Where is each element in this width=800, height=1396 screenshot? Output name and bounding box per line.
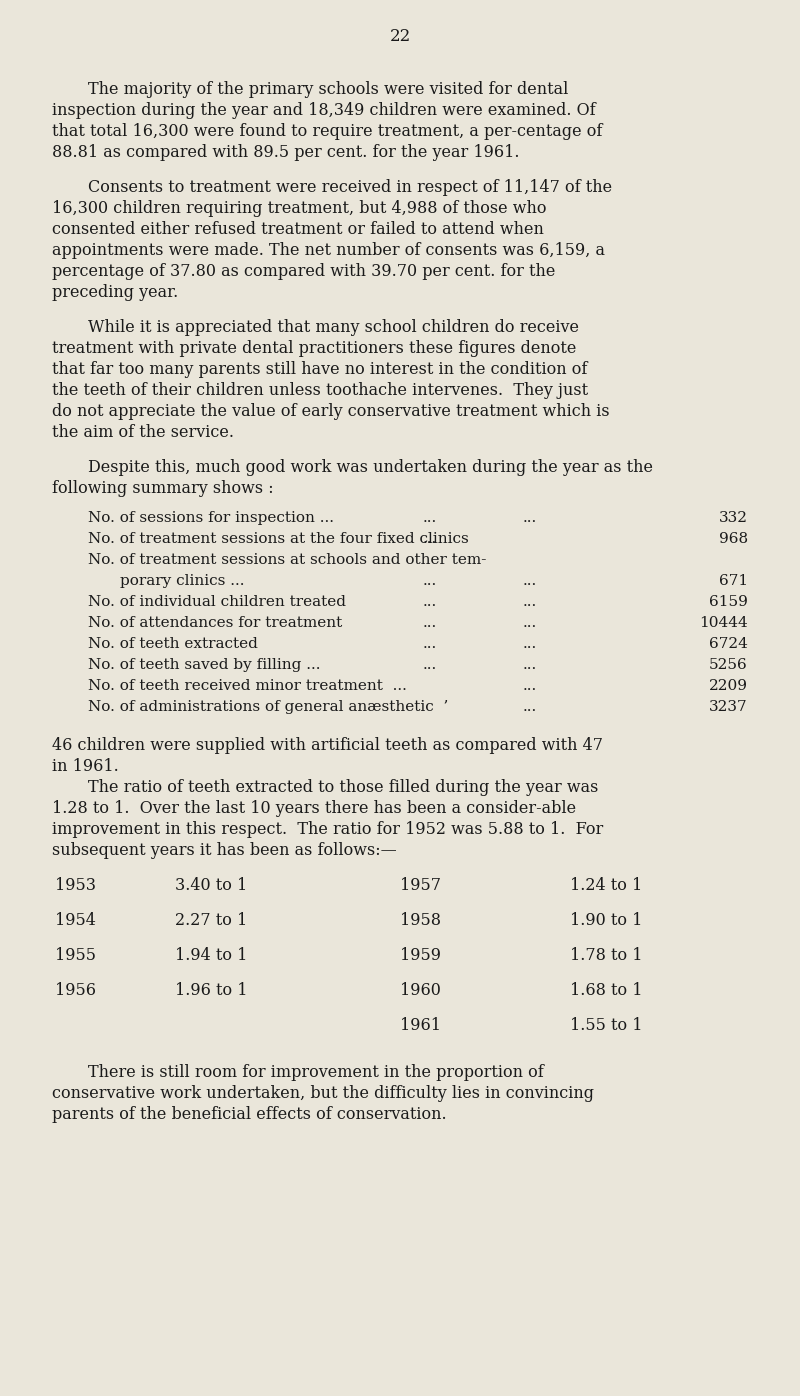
Text: 6159: 6159 — [709, 595, 748, 609]
Text: No. of attendances for treatment: No. of attendances for treatment — [88, 616, 342, 630]
Text: treatment with private dental practitioners these figures denote: treatment with private dental practition… — [52, 341, 576, 357]
Text: 88.81 as compared with 89.5 per cent. for the year 1961.: 88.81 as compared with 89.5 per cent. fo… — [52, 144, 519, 161]
Text: 332: 332 — [719, 511, 748, 525]
Text: 46 children were supplied with artificial teeth as compared with 47: 46 children were supplied with artificia… — [52, 737, 603, 754]
Text: the aim of the service.: the aim of the service. — [52, 424, 234, 441]
Text: 3.40 to 1: 3.40 to 1 — [175, 877, 247, 893]
Text: appointments were made. The net number of consents was 6,159, a: appointments were made. The net number o… — [52, 242, 605, 260]
Text: 1.94 to 1: 1.94 to 1 — [175, 946, 247, 965]
Text: 1.68 to 1: 1.68 to 1 — [570, 981, 642, 1000]
Text: ...: ... — [423, 595, 437, 609]
Text: No. of teeth received minor treatment  ...: No. of teeth received minor treatment ..… — [88, 678, 407, 692]
Text: ...: ... — [523, 511, 537, 525]
Text: 5256: 5256 — [710, 658, 748, 671]
Text: the teeth of their children unless toothache intervenes.  They just: the teeth of their children unless tooth… — [52, 383, 588, 399]
Text: While it is appreciated that many school children do receive: While it is appreciated that many school… — [88, 320, 579, 336]
Text: 1955: 1955 — [55, 946, 96, 965]
Text: following summary shows :: following summary shows : — [52, 480, 274, 497]
Text: 1953: 1953 — [55, 877, 96, 893]
Text: ...: ... — [523, 699, 537, 713]
Text: ...: ... — [423, 637, 437, 651]
Text: 968: 968 — [719, 532, 748, 546]
Text: ...: ... — [423, 574, 437, 588]
Text: subsequent years it has been as follows:—: subsequent years it has been as follows:… — [52, 842, 397, 859]
Text: No. of teeth saved by filling ...: No. of teeth saved by filling ... — [88, 658, 321, 671]
Text: The ratio of teeth extracted to those filled during the year was: The ratio of teeth extracted to those fi… — [88, 779, 598, 796]
Text: 1.96 to 1: 1.96 to 1 — [175, 981, 247, 1000]
Text: that far too many parents still have no interest in the condition of: that far too many parents still have no … — [52, 362, 587, 378]
Text: improvement in this respect.  The ratio for 1952 was 5.88 to 1.  For: improvement in this respect. The ratio f… — [52, 821, 603, 838]
Text: 2209: 2209 — [709, 678, 748, 692]
Text: 671: 671 — [719, 574, 748, 588]
Text: 1956: 1956 — [55, 981, 96, 1000]
Text: 1.55 to 1: 1.55 to 1 — [570, 1018, 642, 1034]
Text: 3237: 3237 — [710, 699, 748, 713]
Text: No. of individual children treated: No. of individual children treated — [88, 595, 346, 609]
Text: 1957: 1957 — [400, 877, 441, 893]
Text: No. of sessions for inspection ...: No. of sessions for inspection ... — [88, 511, 334, 525]
Text: 1.24 to 1: 1.24 to 1 — [570, 877, 642, 893]
Text: ...: ... — [523, 658, 537, 671]
Text: 10444: 10444 — [699, 616, 748, 630]
Text: Despite this, much good work was undertaken during the year as the: Despite this, much good work was underta… — [88, 459, 653, 476]
Text: ...: ... — [523, 574, 537, 588]
Text: ...: ... — [523, 595, 537, 609]
Text: consented either refused treatment or failed to attend when: consented either refused treatment or fa… — [52, 221, 544, 237]
Text: ...: ... — [523, 678, 537, 692]
Text: No. of treatment sessions at the four fixed clinics: No. of treatment sessions at the four fi… — [88, 532, 469, 546]
Text: 1961: 1961 — [400, 1018, 441, 1034]
Text: 1954: 1954 — [55, 912, 96, 928]
Text: 1958: 1958 — [400, 912, 441, 928]
Text: 1959: 1959 — [400, 946, 441, 965]
Text: There is still room for improvement in the proportion of: There is still room for improvement in t… — [88, 1064, 544, 1081]
Text: preceding year.: preceding year. — [52, 283, 178, 302]
Text: No. of administrations of general anæsthetic  ’: No. of administrations of general anæsth… — [88, 699, 448, 713]
Text: ...: ... — [423, 532, 437, 546]
Text: ...: ... — [523, 616, 537, 630]
Text: 1.90 to 1: 1.90 to 1 — [570, 912, 642, 928]
Text: in 1961.: in 1961. — [52, 758, 118, 775]
Text: 1960: 1960 — [400, 981, 441, 1000]
Text: 1.28 to 1.  Over the last 10 years there has been a consider-able: 1.28 to 1. Over the last 10 years there … — [52, 800, 576, 817]
Text: 2.27 to 1: 2.27 to 1 — [175, 912, 247, 928]
Text: No. of treatment sessions at schools and other tem-: No. of treatment sessions at schools and… — [88, 553, 486, 567]
Text: ...: ... — [523, 637, 537, 651]
Text: do not appreciate the value of early conservative treatment which is: do not appreciate the value of early con… — [52, 403, 610, 420]
Text: 22: 22 — [390, 28, 410, 45]
Text: The majority of the primary schools were visited for dental: The majority of the primary schools were… — [88, 81, 568, 98]
Text: that total 16,300 were found to require treatment, a per-centage of: that total 16,300 were found to require … — [52, 123, 602, 140]
Text: inspection during the year and 18,349 children were examined. Of: inspection during the year and 18,349 ch… — [52, 102, 596, 119]
Text: ...: ... — [423, 511, 437, 525]
Text: conservative work undertaken, but the difficulty lies in convincing: conservative work undertaken, but the di… — [52, 1085, 594, 1101]
Text: percentage of 37.80 as compared with 39.70 per cent. for the: percentage of 37.80 as compared with 39.… — [52, 262, 555, 281]
Text: No. of teeth extracted: No. of teeth extracted — [88, 637, 258, 651]
Text: ...: ... — [423, 616, 437, 630]
Text: porary clinics ...: porary clinics ... — [120, 574, 245, 588]
Text: parents of the beneficial effects of conservation.: parents of the beneficial effects of con… — [52, 1106, 446, 1122]
Text: Consents to treatment were received in respect of 11,147 of the: Consents to treatment were received in r… — [88, 179, 612, 195]
Text: 1.78 to 1: 1.78 to 1 — [570, 946, 642, 965]
Text: 6724: 6724 — [709, 637, 748, 651]
Text: 16,300 children requiring treatment, but 4,988 of those who: 16,300 children requiring treatment, but… — [52, 200, 546, 216]
Text: ...: ... — [423, 658, 437, 671]
